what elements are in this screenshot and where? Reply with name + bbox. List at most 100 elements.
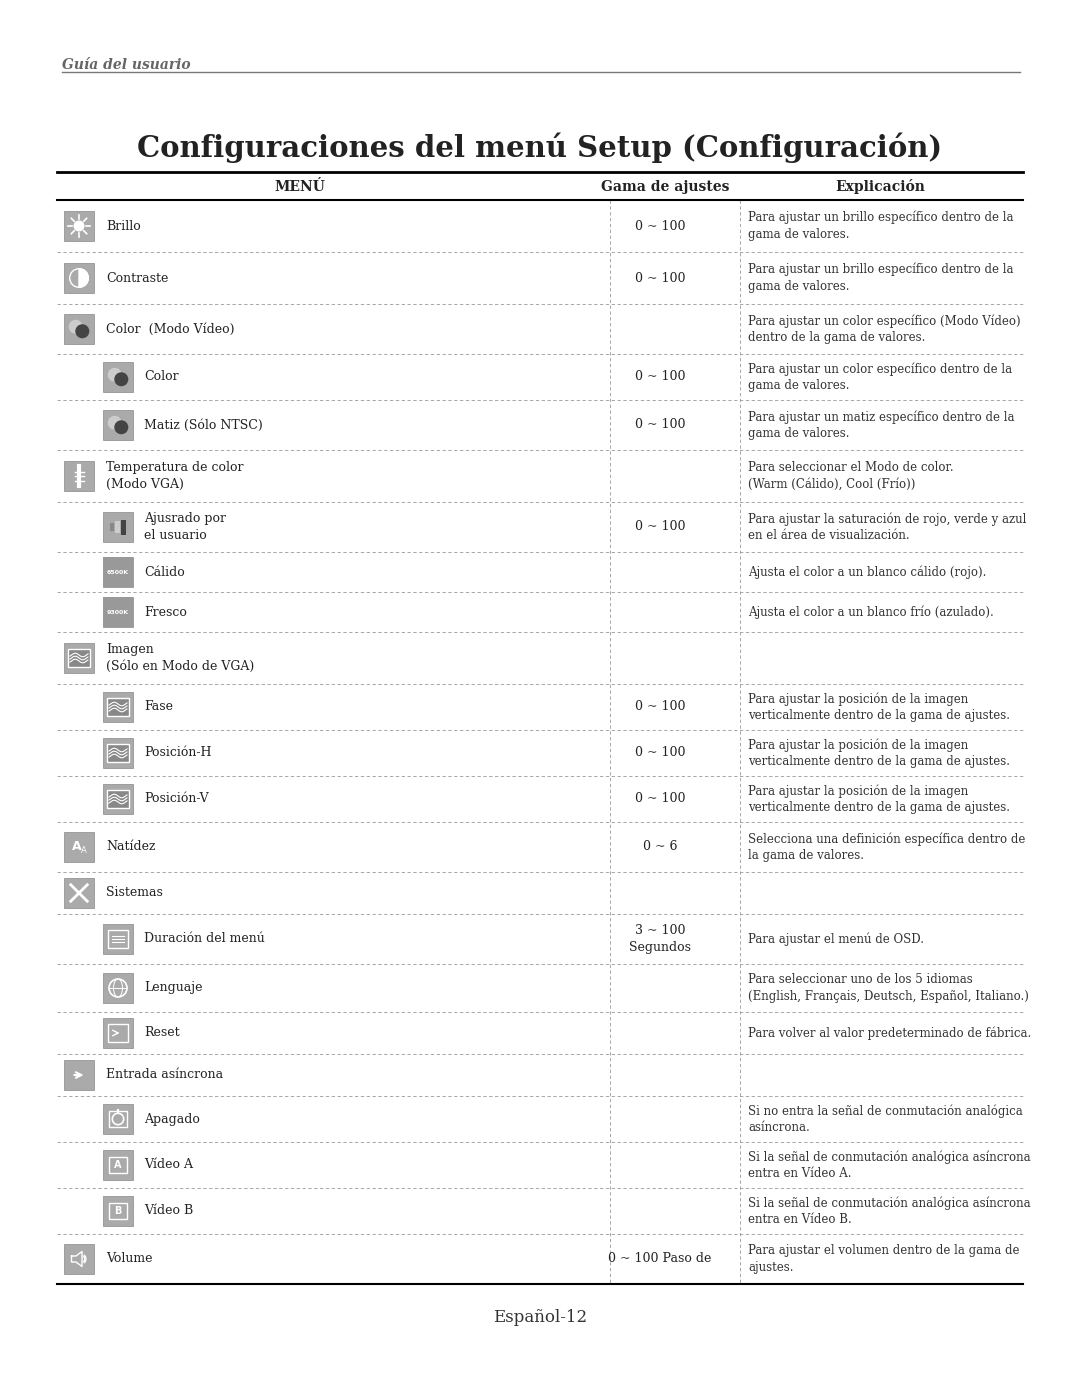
Bar: [110, 523, 114, 531]
Bar: [108, 930, 127, 948]
Text: A: A: [81, 846, 87, 856]
Text: Vídeo A: Vídeo A: [144, 1158, 193, 1172]
Text: Posición-H: Posición-H: [144, 747, 212, 759]
Text: Si la señal de conmutación analógica asíncrona
entra en Vídeo B.: Si la señal de conmutación analógica así…: [748, 1196, 1030, 1225]
Bar: [64, 643, 94, 673]
Text: Para volver al valor predeterminado de fábrica.: Para volver al valor predeterminado de f…: [748, 1027, 1031, 1039]
Bar: [103, 1196, 133, 1225]
Text: Para ajustar la posición de la imagen
verticalmente dentro de la gama de ajustes: Para ajustar la posición de la imagen ve…: [748, 738, 1010, 769]
Bar: [103, 973, 133, 1003]
Text: 0 ~ 100: 0 ~ 100: [635, 418, 685, 432]
Text: Gama de ajustes: Gama de ajustes: [600, 179, 729, 195]
Bar: [103, 925, 133, 954]
Bar: [107, 744, 129, 762]
Text: 0 ~ 100: 0 ~ 100: [635, 219, 685, 232]
Text: Si la señal de conmutación analógica asíncrona
entra en Vídeo A.: Si la señal de conmutación analógica así…: [748, 1150, 1030, 1180]
Text: Apagado: Apagado: [144, 1112, 200, 1126]
Text: Guía del usuario: Guía del usuario: [62, 58, 191, 72]
Text: Para ajustar un brillo específico dentro de la
gama de valores.: Para ajustar un brillo específico dentro…: [748, 264, 1013, 293]
Bar: [64, 211, 94, 241]
Wedge shape: [79, 269, 89, 287]
Text: Ajusrado por
el usuario: Ajusrado por el usuario: [144, 512, 226, 542]
Text: Para seleccionar el Modo de color.
(Warm (Cálido), Cool (Frío)): Para seleccionar el Modo de color. (Warm…: [748, 461, 954, 491]
Text: Color: Color: [144, 370, 178, 384]
Bar: [109, 1111, 127, 1127]
Text: Para ajustar el menú de OSD.: Para ajustar el menú de OSD.: [748, 933, 924, 945]
Text: Lenguaje: Lenguaje: [144, 981, 203, 995]
Bar: [103, 1104, 133, 1134]
Bar: [109, 1156, 127, 1173]
Bar: [121, 519, 125, 534]
Text: Sistemas: Sistemas: [106, 886, 163, 900]
Bar: [64, 878, 94, 908]
Text: Imagen
(Sólo en Modo de VGA): Imagen (Sólo en Modo de VGA): [106, 643, 254, 673]
Text: Para seleccionar uno de los 5 idiomas
(English, Français, Deutsch, Español, Ital: Para seleccionar uno de los 5 idiomas (E…: [748, 973, 1029, 1003]
Text: B: B: [114, 1206, 122, 1216]
Text: Temperatura de color
(Modo VGA): Temperatura de color (Modo VGA): [106, 461, 243, 491]
Text: 0 ~ 100: 0 ~ 100: [635, 272, 685, 284]
Circle shape: [108, 417, 121, 429]
Bar: [107, 698, 129, 716]
Text: Brillo: Brillo: [106, 219, 140, 232]
Text: Para ajustar un color específico (Modo Vídeo)
dentro de la gama de valores.: Para ajustar un color específico (Modo V…: [748, 315, 1021, 344]
Text: Reset: Reset: [144, 1027, 179, 1039]
Text: Volume: Volume: [106, 1253, 152, 1265]
Text: Fresco: Fresco: [144, 606, 187, 618]
Text: A: A: [114, 1161, 122, 1170]
Text: Natídez: Natídez: [106, 840, 156, 853]
Bar: [116, 522, 120, 533]
Text: Explicación: Explicación: [835, 179, 924, 195]
Text: 6500K: 6500K: [107, 570, 130, 574]
Circle shape: [108, 368, 121, 381]
Text: Si no entra la señal de conmutación analógica
asíncrona.: Si no entra la señal de conmutación anal…: [748, 1104, 1023, 1134]
Bar: [103, 558, 133, 586]
Text: Contraste: Contraste: [106, 272, 168, 284]
Text: Ajusta el color a un blanco cálido (rojo).: Ajusta el color a un blanco cálido (rojo…: [748, 566, 986, 578]
Text: Vídeo B: Vídeo B: [144, 1205, 193, 1217]
Bar: [103, 1018, 133, 1047]
Text: Color  (Modo Vídeo): Color (Modo Vídeo): [106, 323, 234, 335]
Text: Para ajustar un color específico dentro de la
gama de valores.: Para ajustar un color específico dentro …: [748, 362, 1012, 392]
Text: Cálido: Cálido: [144, 566, 185, 578]
Circle shape: [69, 320, 82, 333]
Text: 9300K: 9300K: [107, 610, 130, 614]
Bar: [109, 1203, 127, 1220]
Text: Posición-V: Posición-V: [144, 792, 208, 806]
Bar: [103, 691, 133, 722]
Text: 3 ~ 100
Segundos: 3 ~ 100 Segundos: [629, 925, 691, 954]
Text: 0 ~ 100: 0 ~ 100: [635, 792, 685, 806]
Text: Selecciona una definición específica dentro de
la gama de valores.: Selecciona una definición específica den…: [748, 832, 1025, 862]
Text: MENÚ: MENÚ: [274, 179, 325, 195]
Circle shape: [114, 421, 127, 433]
Text: Para ajustar la saturación de rojo, verde y azul
en el área de visualización.: Para ajustar la saturación de rojo, verd…: [748, 512, 1026, 542]
Text: Duración del menú: Duración del menú: [144, 933, 265, 945]
Text: Para ajustar un brillo específico dentro de la
gama de valores.: Para ajustar un brillo específico dentro…: [748, 211, 1013, 241]
Text: 0 ~ 100 Paso de: 0 ~ 100 Paso de: [608, 1253, 712, 1265]
Bar: [64, 1243, 94, 1274]
Text: 0 ~ 6: 0 ~ 6: [643, 840, 677, 853]
Bar: [103, 512, 133, 542]
Text: Para ajustar el volumen dentro de la gama de
ajustes.: Para ajustar el volumen dentro de la gam…: [748, 1245, 1020, 1274]
Bar: [108, 1024, 127, 1042]
Text: Configuraciones del menú Setup (Configuración): Configuraciones del menú Setup (Configur…: [137, 132, 943, 163]
Text: Para ajustar la posición de la imagen
verticalmente dentro de la gama de ajustes: Para ajustar la posición de la imagen ve…: [748, 784, 1010, 814]
Bar: [64, 1060, 94, 1090]
Text: 0 ~ 100: 0 ~ 100: [635, 747, 685, 759]
Bar: [64, 264, 94, 293]
Bar: [64, 315, 94, 344]
Bar: [103, 598, 133, 627]
Bar: [103, 598, 133, 627]
Bar: [103, 1150, 133, 1180]
Bar: [103, 410, 133, 440]
Bar: [103, 738, 133, 769]
Bar: [103, 784, 133, 814]
Circle shape: [75, 221, 84, 230]
Bar: [68, 649, 90, 668]
Bar: [64, 832, 94, 862]
Text: 0 ~ 100: 0 ~ 100: [635, 701, 685, 713]
Text: Español-12: Español-12: [492, 1310, 588, 1326]
Text: 0 ~ 100: 0 ~ 100: [635, 370, 685, 384]
Bar: [64, 461, 94, 491]
Text: Matiz (Sólo NTSC): Matiz (Sólo NTSC): [144, 418, 262, 432]
Text: A: A: [72, 840, 82, 853]
